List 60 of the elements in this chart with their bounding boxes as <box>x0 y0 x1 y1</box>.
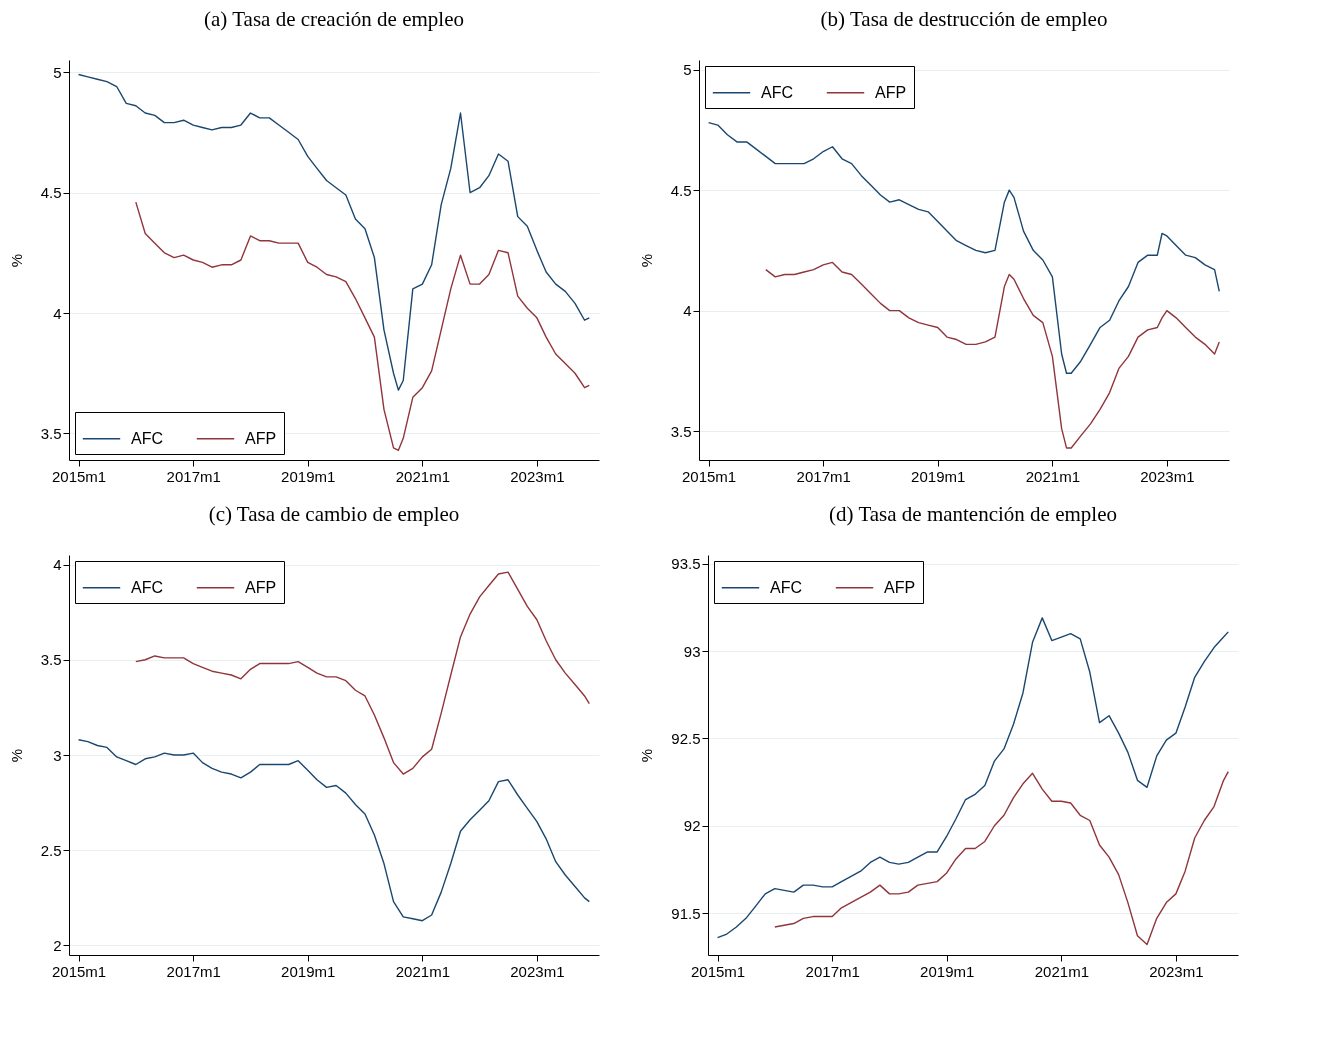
legend-label: AFP <box>245 429 277 447</box>
x-tick-label: 2021m1 <box>395 962 450 980</box>
legend-label: AFC <box>131 429 163 447</box>
y-tick-label: 5 <box>53 63 62 81</box>
y-tick-label: 5 <box>683 61 692 79</box>
x-tick-label: 2021m1 <box>395 467 450 485</box>
y-axis-title: % <box>7 748 25 763</box>
chart-title: (c) Tasa de cambio de empleo <box>208 502 460 526</box>
chart-title: (d) Tasa de mantención de empleo <box>829 502 1117 526</box>
y-tick-label: 92 <box>683 817 701 835</box>
chart-title: (a) Tasa de creación de empleo <box>204 7 464 31</box>
y-tick-label: 4.5 <box>40 184 62 202</box>
x-tick-label: 2023m1 <box>510 962 565 980</box>
y-tick-label: 92.5 <box>671 729 701 747</box>
x-tick-label: 2019m1 <box>281 962 336 980</box>
x-tick-label: 2021m1 <box>1034 962 1089 980</box>
x-tick-label: 2017m1 <box>796 467 851 485</box>
chart-title: (b) Tasa de destrucción de empleo <box>820 7 1108 31</box>
line-series <box>707 121 1220 374</box>
y-tick-label: 4 <box>53 556 62 574</box>
x-tick-label: 2017m1 <box>166 467 221 485</box>
x-tick-label: 2021m1 <box>1025 467 1080 485</box>
line-series <box>716 617 1229 939</box>
legend-label: AFC <box>131 578 163 596</box>
y-tick-label: 93.5 <box>671 555 701 573</box>
x-tick-label: 2017m1 <box>805 962 860 980</box>
legend-label: AFC <box>770 578 802 596</box>
legend-label: AFP <box>884 578 916 596</box>
y-axis-title: % <box>7 253 25 268</box>
y-tick-label: 3.5 <box>40 651 62 669</box>
y-tick-label: 2 <box>53 936 62 954</box>
x-tick-label: 2015m1 <box>51 467 107 485</box>
y-tick-label: 91.5 <box>671 904 701 922</box>
line-series <box>765 261 1220 449</box>
x-tick-label: 2023m1 <box>1149 962 1204 980</box>
x-tick-label: 2017m1 <box>166 962 221 980</box>
y-axis-title: % <box>637 253 655 268</box>
x-tick-label: 2015m1 <box>681 467 737 485</box>
y-tick-label: 3.5 <box>40 424 62 442</box>
x-tick-label: 2019m1 <box>920 962 975 980</box>
y-tick-label: 93 <box>683 642 701 660</box>
line-series <box>77 73 590 391</box>
legend-label: AFP <box>245 578 277 596</box>
y-tick-label: 2.5 <box>40 841 62 859</box>
y-tick-label: 3 <box>53 746 62 764</box>
line-series <box>774 770 1229 946</box>
y-tick-label: 4.5 <box>670 181 692 199</box>
legend-label: AFP <box>875 83 907 101</box>
y-tick-label: 4 <box>683 302 692 320</box>
x-tick-label: 2023m1 <box>510 467 565 485</box>
x-tick-label: 2023m1 <box>1140 467 1195 485</box>
x-tick-label: 2015m1 <box>690 962 746 980</box>
x-tick-label: 2015m1 <box>51 962 107 980</box>
line-series <box>77 739 590 922</box>
y-tick-label: 4 <box>53 304 62 322</box>
y-tick-label: 3.5 <box>670 422 692 440</box>
x-tick-label: 2019m1 <box>911 467 966 485</box>
legend-label: AFC <box>761 83 793 101</box>
x-tick-label: 2019m1 <box>281 467 336 485</box>
y-axis-title: % <box>638 748 656 763</box>
